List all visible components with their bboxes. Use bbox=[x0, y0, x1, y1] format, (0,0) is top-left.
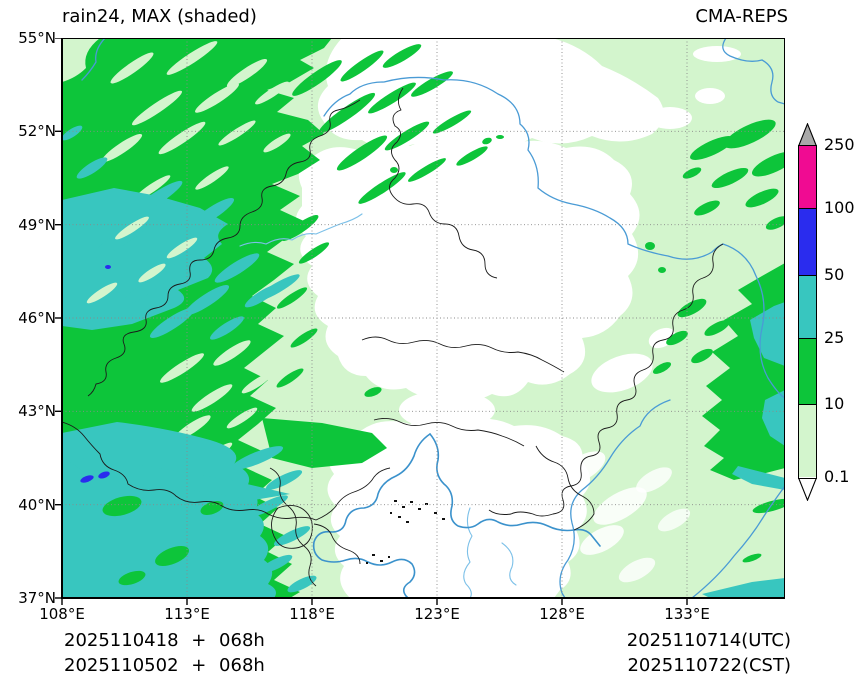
colorbar-label-250: 250 bbox=[824, 135, 855, 154]
colorbar-label-50: 50 bbox=[824, 265, 845, 284]
shade-50-100mm bbox=[80, 265, 111, 483]
province-borders bbox=[62, 87, 724, 587]
lat-tick-55n: 55°N bbox=[18, 29, 56, 47]
plot-title: rain24, MAX (shaded) bbox=[62, 6, 257, 27]
lat-tick-49n: 49°N bbox=[18, 216, 56, 234]
map-area bbox=[54, 37, 786, 606]
lon-tick-128e: 128°E bbox=[539, 605, 585, 623]
lat-tick-37n: 37°N bbox=[18, 589, 56, 607]
green-holes-in-teal bbox=[86, 216, 224, 586]
shade-below-0p1mm bbox=[295, 38, 741, 598]
colorbar-underflow-arrow bbox=[798, 478, 817, 501]
precipitation-map-canvas bbox=[55, 37, 786, 605]
shade-25-50mm bbox=[62, 125, 785, 598]
rivers bbox=[81, 38, 785, 598]
axis-ticks bbox=[55, 37, 688, 605]
lat-tick-52n: 52°N bbox=[18, 122, 56, 140]
lon-tick-108e: 108°E bbox=[39, 605, 85, 623]
colorbar-seg-10-25 bbox=[799, 339, 816, 405]
lat-tick-46n: 46°N bbox=[18, 309, 56, 327]
lon-tick-123e: 123°E bbox=[414, 605, 460, 623]
colorbar-label-25: 25 bbox=[824, 328, 845, 347]
lon-tick-133e: 133°E bbox=[664, 605, 710, 623]
colorbar-label-0p1: 0.1 bbox=[824, 467, 850, 486]
valid-time-cst-label: 2025110722(CST) bbox=[627, 655, 791, 676]
lon-tick-113e: 113°E bbox=[164, 605, 210, 623]
model-name-label: CMA-REPS bbox=[695, 6, 788, 27]
valid-time-utc-label: 2025110714(UTC) bbox=[626, 630, 791, 651]
colorbar-label-10: 10 bbox=[824, 394, 845, 413]
colorbar bbox=[798, 145, 817, 479]
init-time-utc-label: 2025110418 + 068h bbox=[64, 630, 265, 651]
colorbar-seg-0p1-10 bbox=[799, 405, 816, 477]
colorbar-label-100: 100 bbox=[824, 198, 855, 217]
colorbar-overflow-arrow bbox=[798, 123, 817, 146]
init-time-cst-label: 2025110502 + 068h bbox=[64, 655, 265, 676]
lat-tick-43n: 43°N bbox=[18, 402, 56, 420]
colorbar-seg-50-100 bbox=[799, 209, 816, 276]
lon-tick-118e: 118°E bbox=[289, 605, 335, 623]
colorbar-seg-100-250 bbox=[799, 146, 816, 209]
gridlines bbox=[62, 38, 785, 598]
lat-tick-40n: 40°N bbox=[18, 496, 56, 514]
colorbar-seg-25-50 bbox=[799, 276, 816, 339]
islands bbox=[366, 500, 445, 564]
